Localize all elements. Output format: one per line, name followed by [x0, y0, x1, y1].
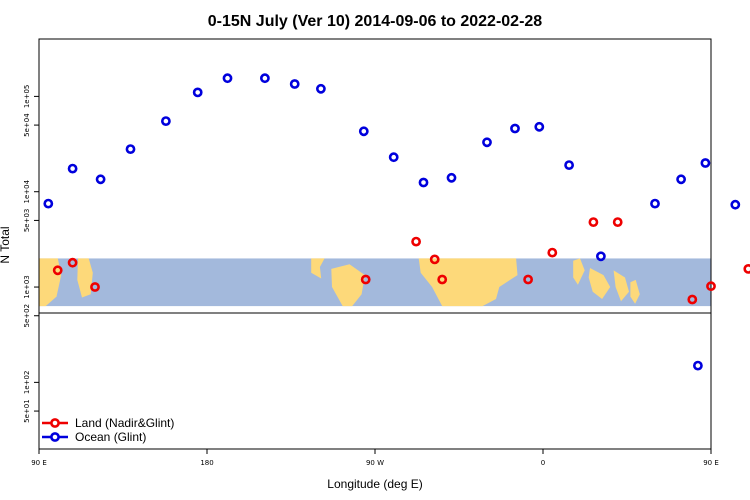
map-ocean — [39, 258, 711, 307]
y-tick-label: 5e+01 — [23, 399, 31, 423]
point-ocean — [222, 73, 233, 84]
point-land — [547, 247, 558, 258]
point-land — [706, 281, 716, 292]
land-mass — [613, 270, 629, 302]
point-ocean — [388, 152, 399, 163]
point-land — [52, 265, 63, 276]
point-land — [360, 274, 371, 285]
y-tick-label: 1e+04 — [23, 179, 31, 203]
point-ocean — [192, 87, 203, 98]
x-tick-label: 90 W — [366, 459, 384, 467]
x-tick-label: 90 E — [31, 459, 47, 467]
point-ocean — [446, 172, 457, 183]
legend-marker — [50, 432, 60, 442]
land-mass — [630, 279, 640, 304]
y-tick-label: 5e+04 — [23, 113, 31, 137]
x-tick-label: 0 — [541, 459, 545, 467]
point-ocean — [259, 73, 270, 84]
y-tick-label: 1e+03 — [23, 275, 31, 299]
y-tick-label: 1e+02 — [23, 371, 31, 395]
point-land — [437, 274, 448, 285]
point-land — [429, 254, 440, 265]
point-ocean — [730, 199, 741, 210]
land-mass — [588, 268, 611, 299]
point-land — [588, 217, 599, 227]
point-ocean — [67, 163, 78, 174]
y-axis: 5e+01 1e+02 5e+02 1e+03 5e+03 1e+04 5e+04 1e+05 — [23, 85, 39, 423]
point-ocean — [482, 137, 492, 148]
legend: Land (Nadir&Glint)Ocean (Glint) — [42, 416, 174, 444]
point-ocean — [95, 174, 106, 185]
point-ocean — [534, 121, 545, 132]
point-ocean — [125, 144, 136, 154]
y-tick-label: 1e+05 — [23, 85, 31, 109]
legend-label: Land (Nadir&Glint) — [75, 416, 174, 430]
x-tick-label: 90 E — [703, 459, 719, 467]
point-ocean — [418, 177, 429, 188]
point-ocean — [650, 198, 660, 209]
x-tick-label: 180 — [200, 459, 213, 467]
point-ocean — [693, 360, 703, 371]
land-mass — [311, 258, 325, 279]
point-ocean — [596, 251, 606, 262]
point-land — [743, 264, 750, 274]
world-map-band — [39, 258, 711, 307]
point-land — [523, 274, 533, 285]
land-mass — [77, 258, 93, 298]
point-land — [612, 217, 623, 227]
point-ocean — [700, 158, 711, 168]
point-ocean — [564, 160, 574, 170]
plot-border — [38, 38, 712, 450]
land-mass — [331, 264, 365, 307]
legend-label: Ocean (Glint) — [75, 430, 146, 444]
point-ocean — [43, 198, 54, 209]
land-mass — [39, 258, 62, 307]
point-ocean — [358, 126, 369, 137]
data-points — [43, 73, 750, 371]
legend-marker — [50, 418, 60, 428]
point-ocean — [315, 83, 326, 94]
point-ocean — [160, 116, 171, 126]
point-ocean — [289, 79, 300, 89]
plot-frame — [38, 38, 712, 450]
point-ocean — [510, 123, 520, 134]
point-ocean — [676, 174, 686, 185]
chart-title: 0-15N July (Ver 10) 2014-09-06 to 2022-0… — [208, 13, 543, 30]
land-mass — [418, 258, 518, 307]
point-land — [411, 236, 421, 247]
point-land — [67, 257, 78, 268]
y-tick-label: 5e+03 — [23, 209, 31, 233]
land-mass — [573, 258, 585, 285]
y-tick-label: 5e+02 — [23, 304, 31, 328]
map-land — [39, 258, 640, 307]
x-axis-label: Longitude (deg E) — [327, 477, 422, 491]
y-axis-label: N Total — [0, 226, 12, 263]
point-land — [687, 294, 698, 305]
point-land — [90, 282, 100, 292]
